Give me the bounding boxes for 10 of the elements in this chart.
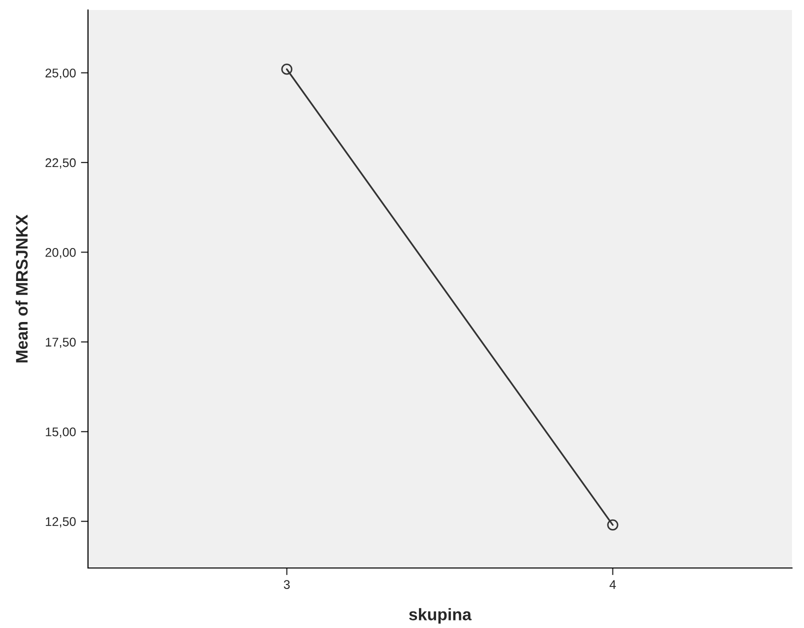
y-tick-label: 12,50 bbox=[46, 517, 76, 528]
x-tick-label: 4 bbox=[610, 580, 616, 589]
y-tick-label: 15,00 bbox=[46, 427, 76, 438]
x-tick-label: 3 bbox=[284, 580, 290, 589]
y-axis-title: Mean of MRSJNKX bbox=[15, 214, 28, 362]
x-axis-title: skupina bbox=[409, 608, 472, 624]
y-tick-label: 17,50 bbox=[46, 338, 76, 348]
y-tick-label: 20,00 bbox=[46, 248, 76, 258]
y-tick-label: 22,50 bbox=[46, 158, 76, 169]
y-tick-label: 25,00 bbox=[46, 68, 76, 79]
